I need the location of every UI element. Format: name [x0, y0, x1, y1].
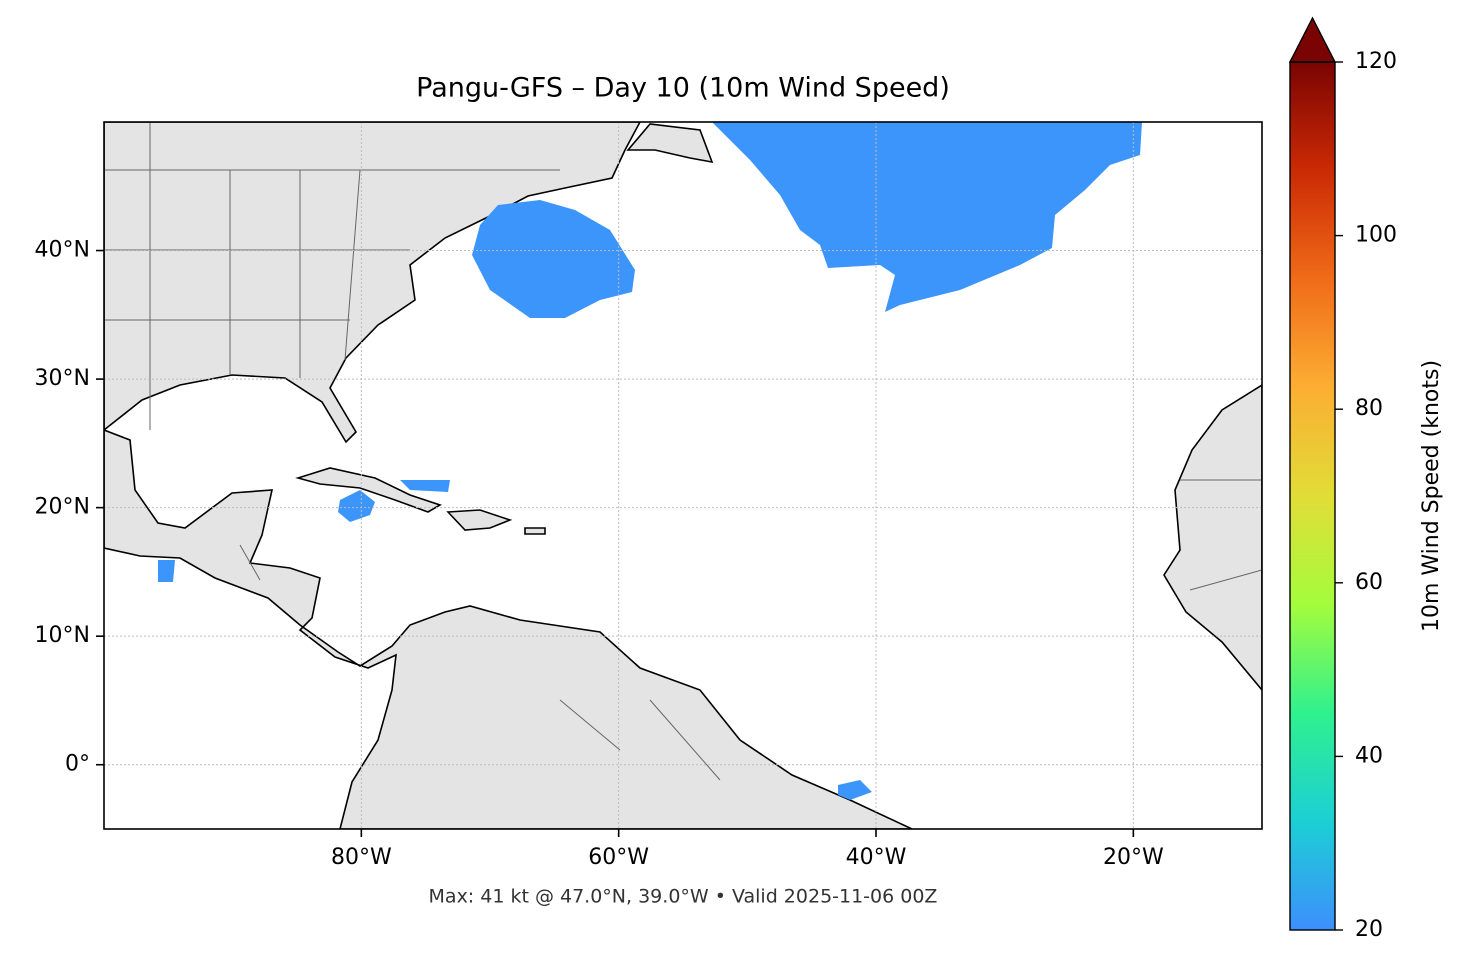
x-tick-label: 80°W [331, 845, 392, 870]
colorbar-tick-label: 60 [1355, 570, 1383, 595]
x-tick-label: 40°W [846, 845, 907, 870]
colorbar-tick-label: 80 [1355, 396, 1383, 421]
x-tick-label: 60°W [588, 845, 649, 870]
puerto-rico [524, 527, 546, 535]
newfoundland [626, 123, 714, 164]
grid [104, 122, 1262, 829]
central-south-america [104, 429, 913, 829]
y-tick-label: 40°N [35, 238, 90, 263]
colorbar-extend [1288, 16, 1337, 63]
colorbar-frame [1289, 61, 1336, 931]
x-tick-label: 20°W [1103, 845, 1164, 870]
borders [104, 122, 1262, 781]
y-tick-label: 20°N [35, 495, 90, 520]
map [104, 122, 1262, 829]
chart-title: Pangu-GFS – Day 10 (10m Wind Speed) [416, 73, 950, 104]
y-tick-label: 0° [65, 752, 90, 777]
wind-field [472, 200, 635, 318]
colorbar-tick-label: 40 [1355, 743, 1383, 768]
footer: Max: 41 kt @ 47.0°N, 39.0°W • Valid 2025… [429, 886, 938, 908]
colorbar [1290, 62, 1335, 930]
y-tick-label: 30°N [35, 366, 90, 391]
hispaniola [446, 509, 513, 531]
cuba [295, 467, 442, 513]
wind-field [712, 122, 1142, 312]
map-frame [103, 121, 1263, 830]
north-america [104, 122, 641, 444]
africa [1163, 384, 1262, 692]
colorbar-label: 10m Wind Speed (knots) [1419, 360, 1444, 632]
y-tick-label: 10°N [35, 623, 90, 648]
colorbar-tick-label: 100 [1355, 223, 1397, 248]
colorbar-tick-label: 20 [1355, 917, 1383, 942]
colorbar-tick-label: 120 [1355, 49, 1397, 74]
